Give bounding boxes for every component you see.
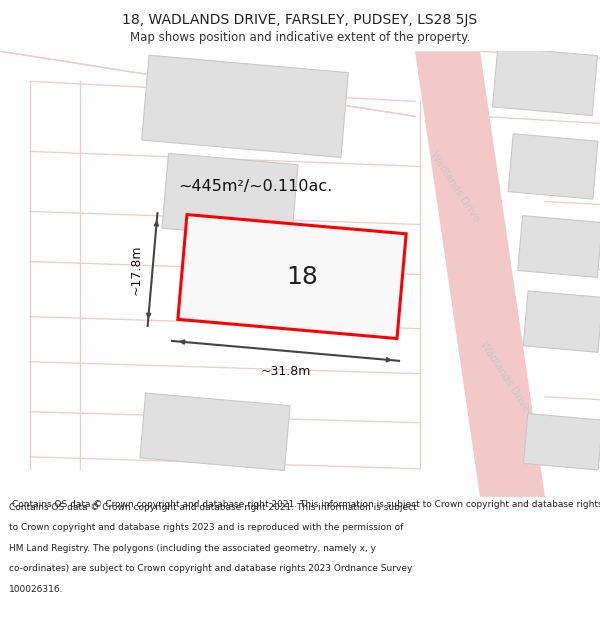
Text: Wadlands Drive: Wadlands Drive [428, 149, 481, 224]
Polygon shape [140, 393, 290, 471]
Polygon shape [508, 134, 598, 199]
Polygon shape [162, 153, 298, 239]
Text: Contains OS data © Crown copyright and database right 2021. This information is : Contains OS data © Crown copyright and d… [9, 503, 417, 511]
Polygon shape [142, 55, 349, 158]
Text: 18: 18 [286, 264, 318, 289]
Polygon shape [178, 214, 406, 339]
Polygon shape [493, 47, 598, 116]
Polygon shape [415, 51, 545, 497]
Polygon shape [523, 291, 600, 352]
Text: co-ordinates) are subject to Crown copyright and database rights 2023 Ordnance S: co-ordinates) are subject to Crown copyr… [9, 564, 412, 573]
Text: ~445m²/~0.110ac.: ~445m²/~0.110ac. [178, 179, 332, 194]
Text: to Crown copyright and database rights 2023 and is reproduced with the permissio: to Crown copyright and database rights 2… [9, 523, 403, 532]
Polygon shape [518, 216, 600, 278]
Text: ~17.8m: ~17.8m [130, 244, 143, 295]
Text: 18, WADLANDS DRIVE, FARSLEY, PUDSEY, LS28 5JS: 18, WADLANDS DRIVE, FARSLEY, PUDSEY, LS2… [122, 13, 478, 27]
Text: Wadlands Drive: Wadlands Drive [479, 339, 532, 414]
Text: HM Land Registry. The polygons (including the associated geometry, namely x, y: HM Land Registry. The polygons (includin… [9, 544, 376, 552]
Text: ~31.8m: ~31.8m [260, 365, 311, 378]
Text: 100026316.: 100026316. [9, 585, 64, 594]
Text: Contains OS data © Crown copyright and database right 2021. This information is : Contains OS data © Crown copyright and d… [12, 500, 600, 509]
Polygon shape [523, 414, 600, 470]
Text: Map shows position and indicative extent of the property.: Map shows position and indicative extent… [130, 31, 470, 44]
